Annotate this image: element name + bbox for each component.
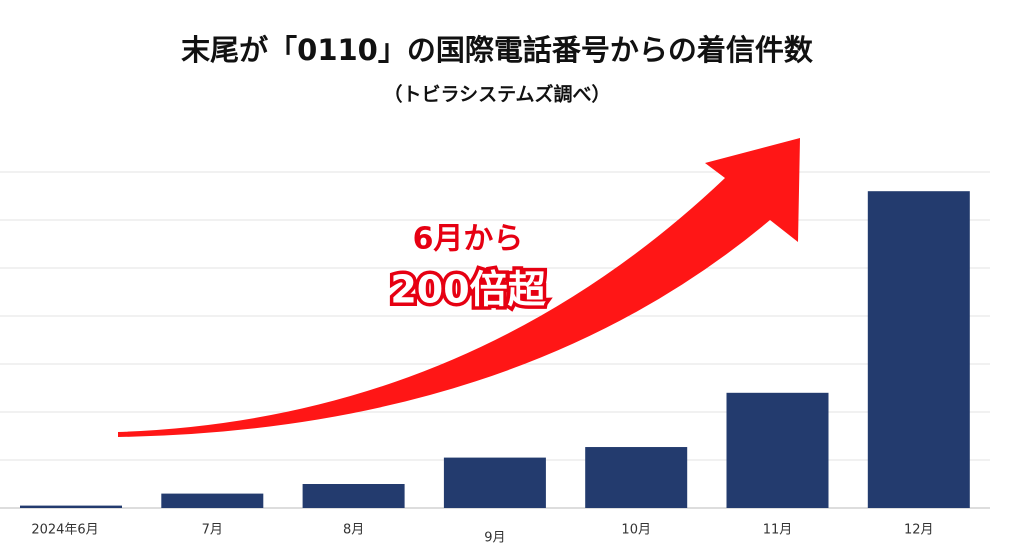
x-tick-label: 10月: [621, 523, 651, 538]
annotation: 6月から: [413, 222, 524, 257]
chart-title: 末尾が「0110」の国際電話番号からの着信件数: [181, 33, 814, 67]
grid: [0, 171, 990, 509]
bar: [302, 484, 405, 508]
x-tick-label: 12月: [904, 523, 934, 538]
annotation: 200倍超: [390, 268, 546, 312]
x-tick-label: 7月: [202, 523, 223, 538]
chart-subtitle: （トビラシステムズ調べ）: [383, 83, 610, 106]
bars: [20, 191, 970, 508]
bar: [867, 191, 970, 508]
bar: [443, 457, 546, 508]
x-tick-label: 2024年6月: [31, 523, 98, 538]
bar: [726, 392, 829, 508]
growth-arrow: [118, 138, 800, 437]
bar: [161, 493, 264, 508]
x-tick-label: 9月: [484, 531, 505, 546]
x-tick-label: 8月: [343, 523, 364, 538]
bar: [20, 505, 122, 508]
x-tick-label: 11月: [763, 523, 793, 538]
bar: [585, 447, 688, 508]
